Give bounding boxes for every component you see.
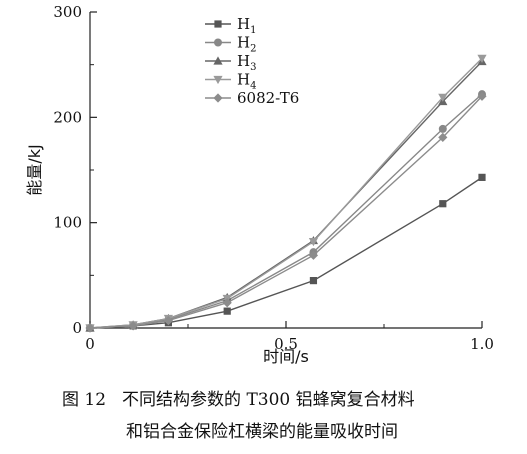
data-point-h1 [309, 277, 318, 285]
data-point-h2 [438, 124, 447, 133]
data-point-h4 [308, 238, 319, 247]
legend-item-h2: H2 [205, 34, 256, 55]
legend-label: H1 [237, 15, 256, 36]
series-6082-t6-group [85, 91, 487, 333]
legend-label: 6082-T6 [237, 89, 299, 107]
legend-item-h4: H4 [205, 71, 256, 92]
legend-swatch-marker [213, 56, 223, 65]
x-tick-label: 0.5 [274, 335, 298, 353]
legend-swatch-marker [214, 38, 222, 47]
data-point-6082-t6 [222, 298, 232, 308]
legend-swatch-marker [213, 75, 223, 85]
legend-item-6082-t6: 6082-T6 [205, 89, 299, 107]
data-point-6082-t6 [438, 132, 448, 142]
data-point-h1 [478, 173, 486, 181]
y-tick-label: 0 [72, 319, 82, 337]
data-point-6082-t6 [85, 323, 95, 333]
series-line-6082-t6 [89, 95, 483, 329]
x-axis-label: 时间/s [263, 347, 309, 366]
series-line-h1 [89, 176, 483, 329]
figure-caption-text2: 和铝合金保险杠横梁的能量吸收时间 [126, 422, 398, 442]
legend-item-h1: H1 [205, 15, 256, 36]
y-tick-label: 100 [53, 214, 82, 232]
series-h1-group [86, 173, 486, 332]
data-point-h1 [439, 200, 447, 208]
x-tick-label: 0 [85, 335, 95, 353]
legend-swatch-marker [213, 93, 223, 103]
axis-ticks: 0 0.5 1.0 0 100 200 300 [53, 3, 494, 353]
legend-swatch-marker [214, 20, 222, 28]
data-point-h1 [223, 307, 231, 315]
series-layer [85, 54, 487, 333]
series-h2-group [86, 90, 486, 332]
data-point-6082-t6 [163, 316, 173, 326]
figure-caption-text1: 不同结构参数的 T300 铝蜂窝复合材料 [122, 390, 415, 410]
series-line-h2 [89, 93, 483, 329]
figure-caption-line1: 图 12 不同结构参数的 T300 铝蜂窝复合材料 [62, 385, 527, 410]
legend-label: H4 [237, 71, 256, 92]
x-tick-label: 1.0 [470, 335, 494, 353]
data-point-h4 [477, 54, 487, 63]
data-point-6082-t6 [128, 321, 138, 331]
data-point-6082-t6 [477, 91, 487, 101]
legend-label: H2 [237, 34, 256, 55]
legend-item-h3: H3 [205, 52, 256, 73]
y-tick-label: 200 [53, 108, 82, 126]
figure-number: 图 12 [62, 390, 107, 410]
y-tick-label: 300 [53, 3, 82, 21]
y-axis-label: 能量/kJ [25, 144, 44, 195]
data-point-h4 [438, 93, 448, 102]
legend-label: H3 [237, 52, 256, 73]
chart-axes [89, 12, 482, 329]
data-point-6082-t6 [308, 250, 319, 260]
figure-caption-line2: 和铝合金保险杠横梁的能量吸收时间 [126, 417, 527, 442]
